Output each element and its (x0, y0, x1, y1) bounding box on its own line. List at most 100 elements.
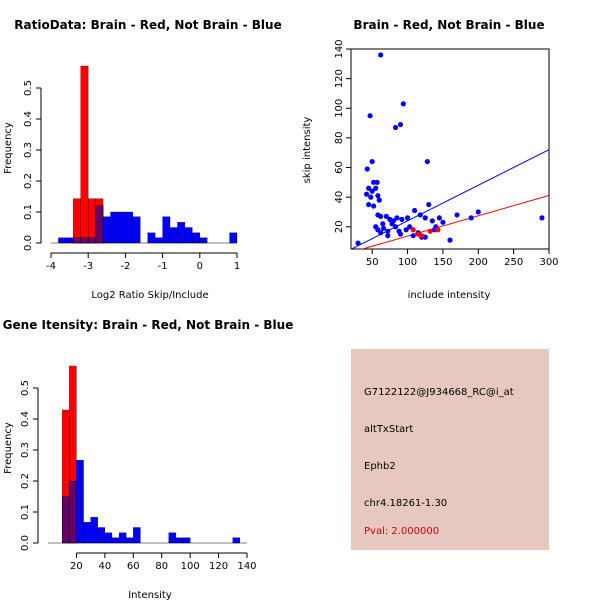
scatter-xtick-label-1: 100 (398, 257, 417, 268)
scatter-point-blue-31 (436, 215, 442, 221)
hist0-blue-bar-0 (58, 237, 67, 244)
scatter-point-blue-10 (366, 185, 372, 191)
hist2-blue-bar-14 (232, 537, 241, 544)
hist0-blue-bar-17 (184, 227, 193, 244)
scatter-point-blue-4 (392, 124, 399, 131)
scatter-point-blue-33 (454, 212, 460, 218)
hist0-red-bar-2 (88, 198, 96, 244)
hist0-overlap-bar-0 (73, 237, 81, 244)
scatter-point-blue-42 (389, 221, 395, 227)
hist0-red-bar-1 (80, 65, 89, 244)
scatter-point-blue-43 (392, 224, 399, 230)
hist0-ytick-label-2: 0.2 (23, 173, 34, 189)
scatter-point-blue-7 (364, 166, 370, 172)
scatter-point-blue-53 (385, 228, 391, 234)
hist2-xtick-label-6: 140 (237, 561, 256, 572)
scatter-xtick-label-3: 200 (469, 257, 488, 268)
hist0-xtick-label-5: 1 (234, 261, 240, 272)
hist2-ytick-label-0: 0.0 (20, 535, 31, 551)
scatter-point-blue-25 (399, 216, 405, 222)
scatter-point-blue-29 (422, 215, 428, 221)
scatter-point-blue-52 (380, 221, 386, 227)
hist0-ytick-label-0: 0.0 (23, 235, 34, 251)
scatter-point-blue-9 (374, 179, 380, 185)
scatter-point-blue-36 (539, 215, 545, 221)
scatter-title: Brain - Red, Not Brain - Blue (353, 18, 544, 32)
hist0-ytick-label-4: 0.4 (23, 111, 34, 127)
hist0-blue-bar-15 (169, 227, 178, 244)
scatter-point-blue-34 (468, 215, 474, 221)
scatter-ytick-label-0: 20 (334, 220, 345, 233)
hist2-blue-bar-3 (83, 522, 91, 544)
scatter-point-blue-54 (397, 231, 404, 237)
scatter-point-blue-39 (378, 230, 384, 236)
scatter-point-blue-13 (375, 193, 381, 199)
scatter-fit-line-blue (351, 149, 549, 249)
ratio-title: RatioData: Brain - Red, Not Brain - Blue (14, 18, 281, 32)
scatter-point-blue-11 (369, 188, 375, 194)
hist0-blue-bar-13 (155, 237, 163, 244)
scatter-xlabel: include intensity (408, 290, 491, 301)
hist2-xtick-label-3: 80 (155, 561, 168, 572)
scatter-point-blue-5 (424, 158, 430, 165)
hist0-blue-bar-18 (192, 232, 200, 244)
scatter-point-blue-41 (385, 233, 391, 239)
hist0-blue-bar-6 (102, 216, 111, 244)
hist2-ytick-label-3: 0.3 (20, 442, 31, 458)
hist0-xtick-label-4: 0 (197, 261, 203, 272)
hist2-ytick-label-5: 0.5 (20, 380, 31, 396)
hist0-blue-bar-7 (110, 211, 119, 244)
hist2-blue-bar-7 (111, 537, 120, 544)
hist0-blue-bar-9 (125, 211, 133, 244)
scatter-point-blue-15 (368, 194, 374, 200)
hist0-blue-bar-23 (229, 232, 238, 244)
scatter-point-blue-35 (475, 209, 481, 215)
hist2-blue-bar-8 (118, 532, 127, 544)
hist0-ytick-label-5: 0.5 (23, 80, 34, 96)
scatter-xtick-label-0: 50 (366, 257, 379, 268)
hist0-xtick-label-0: -4 (46, 261, 56, 272)
scatter-xtick-label-2: 150 (433, 257, 452, 268)
hist0-blue-bar-19 (199, 237, 208, 244)
hist2-xtick-label-0: 20 (70, 561, 83, 572)
scatter-point-blue-58 (426, 201, 432, 208)
hist0-blue-bar-14 (162, 216, 171, 244)
hist2-blue-bar-5 (97, 527, 106, 544)
hist0-red-bar-0 (73, 198, 81, 244)
scatter-ylabel: skip intensity (302, 117, 313, 184)
hist2-overlap-bar-1 (69, 480, 77, 544)
scatter-point-red-4 (435, 227, 441, 233)
hist2-ytick-label-2: 0.2 (20, 473, 31, 489)
scatter-point-blue-16 (376, 197, 382, 203)
event-type: altTxStart (364, 424, 414, 435)
scatter-fit-line-red (360, 195, 549, 249)
hist2-xtick-label-5: 120 (209, 561, 228, 572)
scatter-point-blue-14 (363, 191, 370, 197)
ratio-ylabel: Frequency (3, 122, 14, 174)
scatter-ytick-label-4: 100 (334, 99, 345, 118)
hist0-blue-bar-12 (147, 232, 156, 244)
scatter-point-blue-28 (417, 212, 423, 218)
hist0-overlap-bar-2 (88, 237, 96, 244)
chromosome-location: chr4.18261-1.30 (364, 498, 448, 509)
ratio-xlabel: Log2 Ratio Skip/Include (91, 290, 208, 301)
hist2-blue-bar-9 (126, 537, 134, 544)
scatter-point-blue-18 (371, 203, 377, 209)
scatter-point-blue-30 (429, 218, 435, 224)
hist2-overlap-bar-0 (62, 496, 70, 544)
gene-title: Gene Itensity: Brain - Red, Not Brain - … (3, 318, 294, 332)
hist0-ytick-label-3: 0.3 (23, 142, 34, 158)
scatter-point-blue-51 (355, 240, 361, 246)
scatter-point-blue-12 (373, 185, 379, 191)
hist2-xtick-label-4: 100 (181, 561, 200, 572)
scatter-point-red-2 (419, 233, 425, 239)
scatter-point-blue-17 (366, 201, 372, 208)
scatter-ytick-label-6: 140 (334, 39, 345, 58)
hist2-xtick-label-1: 40 (98, 561, 111, 572)
scatter-point-red-3 (427, 228, 433, 234)
hist2-xtick-label-2: 60 (127, 561, 140, 572)
scatter-point-blue-24 (394, 215, 400, 221)
scatter-ytick-label-1: 40 (334, 191, 345, 204)
hist2-blue-bar-2 (76, 460, 84, 544)
